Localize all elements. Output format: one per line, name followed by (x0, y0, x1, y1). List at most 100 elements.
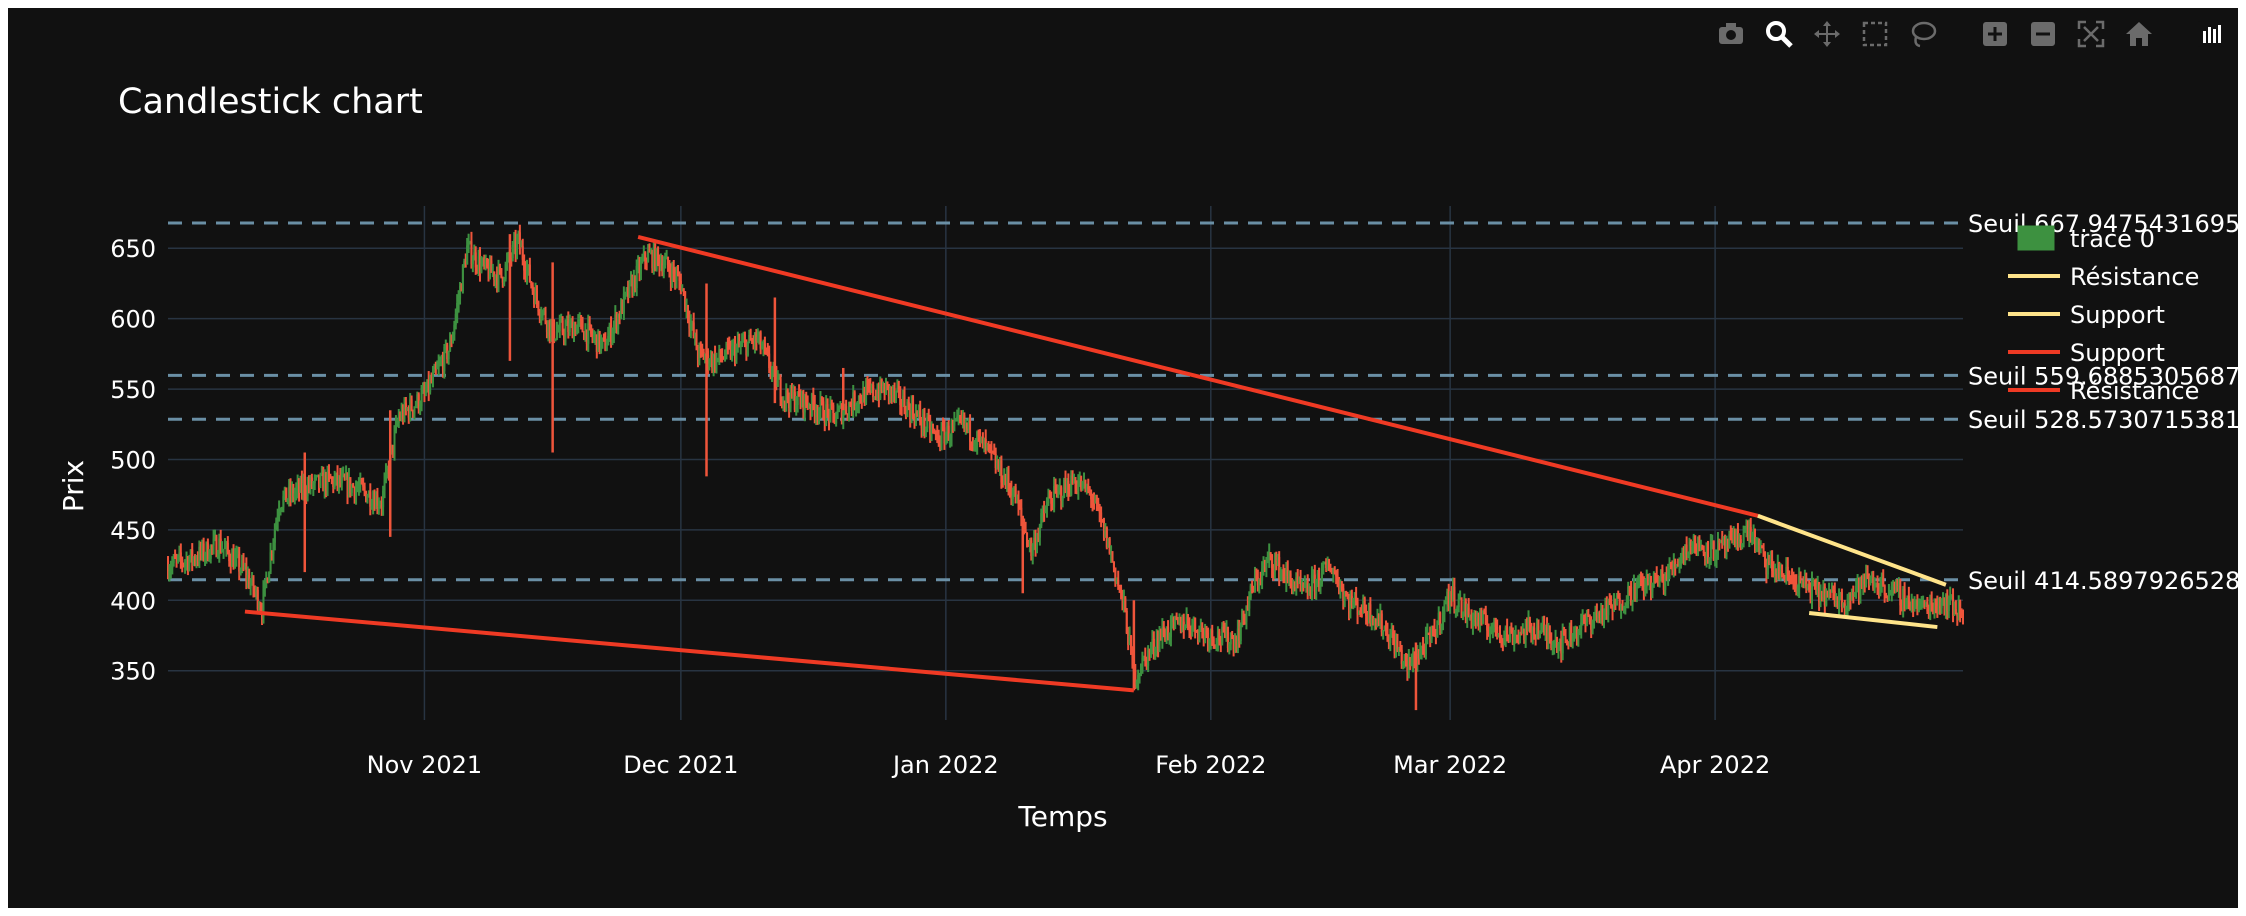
candle-body[interactable] (691, 322, 694, 324)
candle-body[interactable] (463, 260, 466, 266)
candle-body[interactable] (1128, 636, 1131, 645)
candle-body[interactable] (1124, 598, 1127, 611)
candle-body[interactable] (423, 389, 426, 394)
candle-body[interactable] (443, 347, 446, 372)
candle-body[interactable] (1359, 610, 1362, 613)
candle-body[interactable] (1903, 588, 1906, 610)
candle-body[interactable] (1362, 598, 1365, 614)
candle-body[interactable] (201, 543, 204, 554)
candle-body[interactable] (1754, 529, 1757, 549)
candle-body[interactable] (796, 391, 799, 406)
candle-body[interactable] (1812, 580, 1815, 582)
candle-body[interactable] (1393, 638, 1396, 654)
candle-body[interactable] (222, 548, 225, 550)
candle-body[interactable] (661, 263, 664, 273)
candle-body[interactable] (283, 487, 286, 497)
candle-body[interactable] (1291, 582, 1294, 593)
candle-body[interactable] (251, 576, 254, 584)
candle-body[interactable] (444, 345, 447, 348)
candle-body[interactable] (1255, 575, 1258, 578)
candle-body[interactable] (1870, 578, 1873, 580)
candle-body[interactable] (856, 405, 859, 407)
candle-body[interactable] (1684, 544, 1687, 556)
candle-body[interactable] (1631, 600, 1634, 603)
candle-body[interactable] (1486, 623, 1489, 631)
candle-body[interactable] (1962, 615, 1964, 624)
candle-body[interactable] (984, 439, 987, 445)
candle-body[interactable] (1746, 524, 1749, 539)
candle-body[interactable] (896, 387, 899, 391)
candle-body[interactable] (219, 538, 222, 552)
red-trendline[interactable] (244, 609, 1135, 693)
candle-body[interactable] (1590, 621, 1593, 630)
candle-body[interactable] (1732, 531, 1735, 539)
candle-body[interactable] (1902, 588, 1905, 608)
candle-body[interactable] (1074, 480, 1077, 489)
candle-body[interactable] (1729, 534, 1732, 538)
candle-body[interactable] (1141, 657, 1144, 672)
legend-item[interactable]: Résistance (2008, 377, 2199, 405)
candle-body[interactable] (1483, 613, 1486, 615)
candle-body[interactable] (514, 239, 517, 253)
candle-body[interactable] (496, 275, 499, 286)
candle-body[interactable] (1929, 600, 1932, 613)
candle-body[interactable] (731, 346, 734, 358)
candle-body[interactable] (883, 386, 886, 395)
candle-body[interactable] (374, 495, 377, 509)
candle-body[interactable] (1087, 486, 1090, 490)
candle-body[interactable] (268, 572, 271, 583)
candle-body[interactable] (1510, 628, 1513, 633)
candle-body[interactable] (783, 400, 786, 403)
candle-body[interactable] (1705, 542, 1708, 558)
candle-body[interactable] (1399, 648, 1402, 651)
candle-body[interactable] (1118, 586, 1121, 589)
candle-body[interactable] (1286, 569, 1289, 577)
candle-body[interactable] (575, 325, 578, 335)
candle-body[interactable] (1063, 479, 1066, 498)
candle-body[interactable] (885, 382, 887, 395)
candle-body[interactable] (1771, 558, 1774, 571)
candle-body[interactable] (1565, 639, 1568, 645)
candle-body[interactable] (516, 239, 519, 253)
candle-body[interactable] (1474, 614, 1477, 623)
candle-body[interactable] (1604, 600, 1607, 611)
candle-body[interactable] (600, 340, 603, 350)
candle-body[interactable] (466, 245, 469, 265)
candle-body[interactable] (1416, 653, 1419, 664)
candle-body[interactable] (1611, 607, 1614, 611)
candle-body[interactable] (1033, 538, 1036, 546)
candle-body[interactable] (1412, 655, 1415, 663)
candle-body[interactable] (266, 578, 269, 583)
candle-body[interactable] (1083, 480, 1086, 482)
candle-body[interactable] (1347, 599, 1350, 611)
candle-body[interactable] (1432, 626, 1435, 629)
candle-body[interactable] (890, 387, 893, 396)
candle-body[interactable] (1932, 605, 1935, 611)
candle-body[interactable] (632, 276, 635, 294)
candle-body[interactable] (1618, 597, 1621, 611)
zoom-in-button[interactable] (1974, 14, 2016, 54)
yellow-trendline[interactable] (1757, 513, 1947, 587)
candle-body[interactable] (188, 559, 191, 570)
candle-body[interactable] (1960, 613, 1963, 616)
candle-body[interactable] (1302, 584, 1305, 588)
candle-body[interactable] (1138, 674, 1141, 676)
candle-body[interactable] (1867, 578, 1870, 584)
candle-body[interactable] (1303, 584, 1306, 588)
candle-body[interactable] (494, 275, 497, 280)
candle-body[interactable] (1196, 631, 1199, 640)
candle-body[interactable] (1627, 586, 1630, 604)
candle-body[interactable] (591, 333, 594, 339)
candle-body[interactable] (478, 256, 481, 272)
candle-body[interactable] (1900, 605, 1903, 608)
candle-body[interactable] (1518, 632, 1521, 638)
candle-body[interactable] (1276, 556, 1279, 562)
candle-body[interactable] (1637, 578, 1640, 584)
candle-body[interactable] (1850, 592, 1853, 600)
candle-body[interactable] (1675, 564, 1678, 567)
candle-body[interactable] (1856, 578, 1859, 586)
candle-body[interactable] (665, 257, 668, 260)
candle-body[interactable] (994, 454, 997, 469)
candle-body[interactable] (329, 474, 332, 479)
candle-body[interactable] (1547, 632, 1550, 640)
